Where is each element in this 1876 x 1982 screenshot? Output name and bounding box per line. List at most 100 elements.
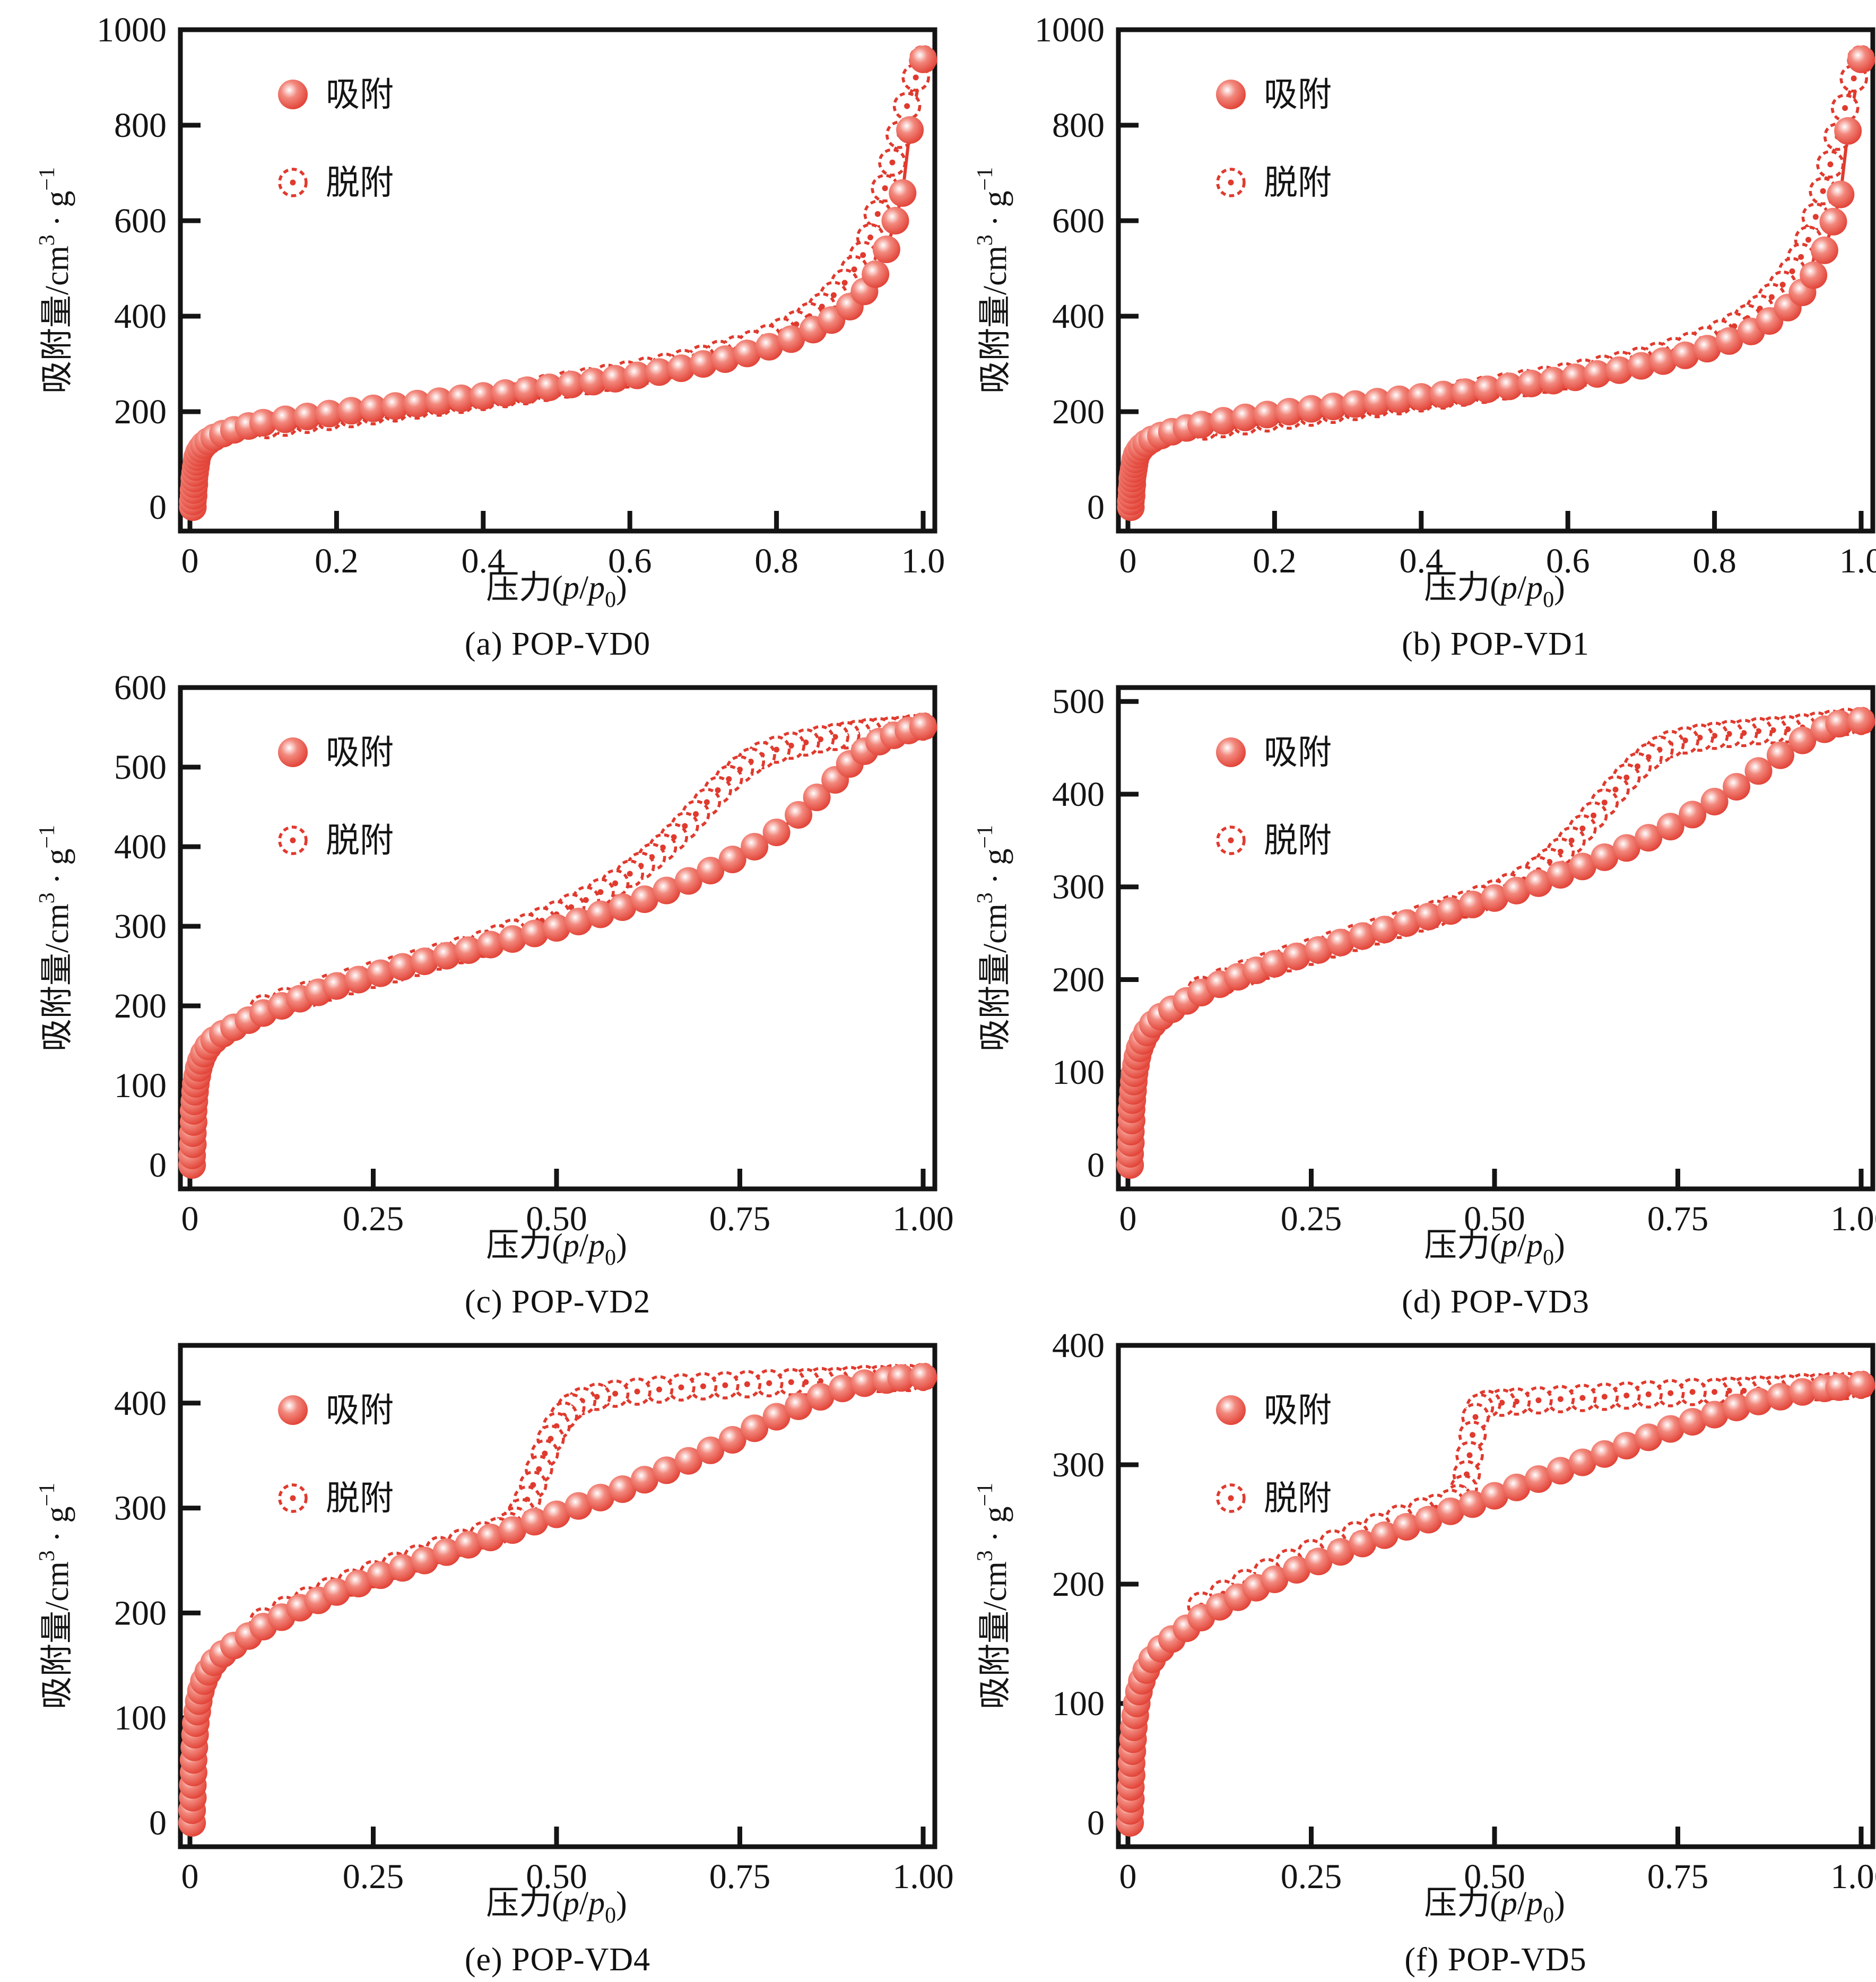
y-tick-label: 300 xyxy=(114,907,167,946)
adsorption-series xyxy=(1116,1371,1875,1837)
y-tick-label: 500 xyxy=(1052,682,1105,721)
y-axis-title: 吸附量/cm3 · g−1 xyxy=(973,1483,1013,1709)
adsorption-marker xyxy=(278,737,308,767)
x-tick-label: 0.2 xyxy=(315,542,359,580)
desorption-marker xyxy=(1680,1379,1705,1405)
desorption-marker xyxy=(757,1370,782,1396)
legend-desorption-label: 脱附 xyxy=(1264,822,1332,859)
desorption-marker xyxy=(280,169,306,196)
desorption-marker xyxy=(1658,1380,1683,1406)
adsorption-marker xyxy=(909,1363,937,1390)
desorption-marker xyxy=(1614,1383,1639,1409)
y-tick-label: 100 xyxy=(1052,1684,1105,1723)
y-tick-label: 100 xyxy=(1052,1053,1105,1092)
y-tick-label: 200 xyxy=(114,987,167,1025)
subplot-b-caption: (b) POP-VD1 xyxy=(1118,625,1873,663)
desorption-marker xyxy=(624,1379,650,1404)
adsorption-marker xyxy=(1847,707,1875,735)
desorption-marker xyxy=(734,1371,760,1397)
y-axis-title: 吸附量/cm3 · g−1 xyxy=(35,1483,75,1709)
y-tick-label: 200 xyxy=(1052,1565,1105,1604)
subplot-c-caption: (c) POP-VD2 xyxy=(180,1283,935,1321)
adsorption-line xyxy=(193,59,924,507)
y-tick-label: 800 xyxy=(1052,106,1105,145)
adsorption-marker xyxy=(1216,80,1246,109)
adsorption-marker xyxy=(909,46,937,73)
desorption-marker xyxy=(778,1369,804,1395)
x-axis-title: 压力(p/p0) xyxy=(1424,570,1565,612)
y-tick-label: 600 xyxy=(114,668,167,707)
y-axis-title: 吸附量/cm3 · g−1 xyxy=(973,167,1013,394)
y-tick-label: 200 xyxy=(114,1594,167,1632)
y-axis-title: 吸附量/cm3 · g−1 xyxy=(35,167,75,394)
desorption-marker xyxy=(1636,1381,1661,1407)
y-tick-label: 0 xyxy=(1087,488,1105,527)
desorption-marker xyxy=(280,1485,306,1511)
x-tick-label: 1.0 xyxy=(1839,542,1876,580)
x-tick-label: 0 xyxy=(181,1857,199,1896)
x-tick-label: 1.0 xyxy=(901,542,945,580)
y-tick-label: 300 xyxy=(114,1489,167,1528)
legend-desorption-label: 脱附 xyxy=(1264,1480,1332,1517)
desorption-marker xyxy=(690,1374,716,1399)
x-tick-label: 0 xyxy=(1119,542,1137,580)
adsorption-series xyxy=(1116,707,1875,1179)
y-tick-label: 0 xyxy=(149,488,167,527)
x-tick-label: 0.75 xyxy=(709,1857,771,1896)
desorption-marker xyxy=(646,1377,672,1402)
x-tick-label: 1.00 xyxy=(892,1199,954,1238)
x-tick-label: 0.75 xyxy=(1647,1857,1709,1896)
y-tick-label: 0 xyxy=(149,1804,167,1842)
adsorption-marker xyxy=(896,116,924,144)
desorption-marker xyxy=(713,1372,738,1398)
y-axis-title: 吸附量/cm3 · g−1 xyxy=(35,825,75,1051)
adsorption-marker xyxy=(763,819,791,846)
legend-adsorption-label: 吸附 xyxy=(326,734,394,771)
x-tick-label: 0.75 xyxy=(1647,1199,1709,1238)
adsorption-line xyxy=(1130,721,1861,1165)
legend-adsorption-label: 吸附 xyxy=(326,76,394,114)
subplot-a-caption: (a) POP-VD0 xyxy=(180,625,935,663)
adsorption-marker xyxy=(1811,237,1838,264)
y-tick-label: 400 xyxy=(114,1384,167,1423)
y-tick-label: 1000 xyxy=(1035,11,1105,49)
adsorption-marker xyxy=(889,179,916,207)
x-tick-label: 0 xyxy=(1119,1857,1137,1896)
x-tick-label: 0.2 xyxy=(1253,542,1297,580)
x-tick-label: 0.25 xyxy=(1281,1857,1342,1896)
x-axis-title: 压力(p/p0) xyxy=(486,1885,627,1928)
y-tick-label: 200 xyxy=(1052,960,1105,999)
x-tick-label: 1.00 xyxy=(1830,1857,1876,1896)
desorption-marker xyxy=(1218,827,1244,854)
adsorption-marker xyxy=(862,260,889,288)
y-tick-label: 400 xyxy=(1052,1326,1105,1365)
y-tick-label: 400 xyxy=(1052,775,1105,814)
x-axis-title: 压力(p/p0) xyxy=(1424,1228,1565,1270)
desorption-marker xyxy=(1526,1388,1551,1413)
desorption-marker xyxy=(668,1375,694,1400)
x-tick-label: 0.75 xyxy=(709,1199,771,1238)
y-tick-label: 600 xyxy=(1052,202,1105,240)
x-tick-label: 0.25 xyxy=(1281,1199,1342,1238)
chart-d-canvas: 010020030040050000.250.500.751.00吸附量/cm3… xyxy=(959,666,1876,1271)
desorption-marker xyxy=(1592,1384,1617,1410)
y-tick-label: 300 xyxy=(1052,1446,1105,1484)
x-tick-label: 0.6 xyxy=(1546,542,1590,580)
x-axis-title: 压力(p/p0) xyxy=(486,1228,627,1270)
adsorption-marker xyxy=(873,236,900,263)
x-tick-label: 0.6 xyxy=(608,542,652,580)
desorption-marker xyxy=(1832,95,1858,121)
legend-adsorption-label: 吸附 xyxy=(1264,1392,1332,1429)
y-tick-label: 0 xyxy=(149,1146,167,1185)
